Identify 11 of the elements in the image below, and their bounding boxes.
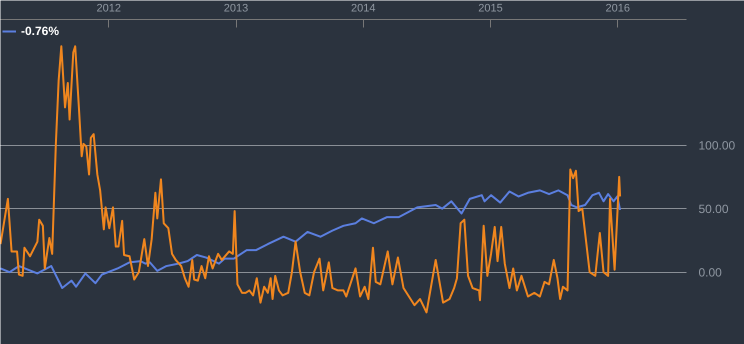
line-series: [0, 189, 622, 290]
x-tick-label: 2013: [224, 2, 248, 14]
y-tick-label: 100.00: [698, 138, 736, 153]
x-tick-label: 2016: [606, 2, 630, 14]
y-tick-label: 0.00: [698, 266, 722, 280]
x-tick-label: 2015: [478, 2, 503, 14]
y-tick-label: 50.00: [698, 202, 729, 216]
x-tick-label: 2014: [351, 2, 376, 14]
x-tick-label: 2012: [96, 2, 122, 14]
line-series: [0, 45, 622, 314]
legend-label: -0.76%: [21, 24, 60, 38]
